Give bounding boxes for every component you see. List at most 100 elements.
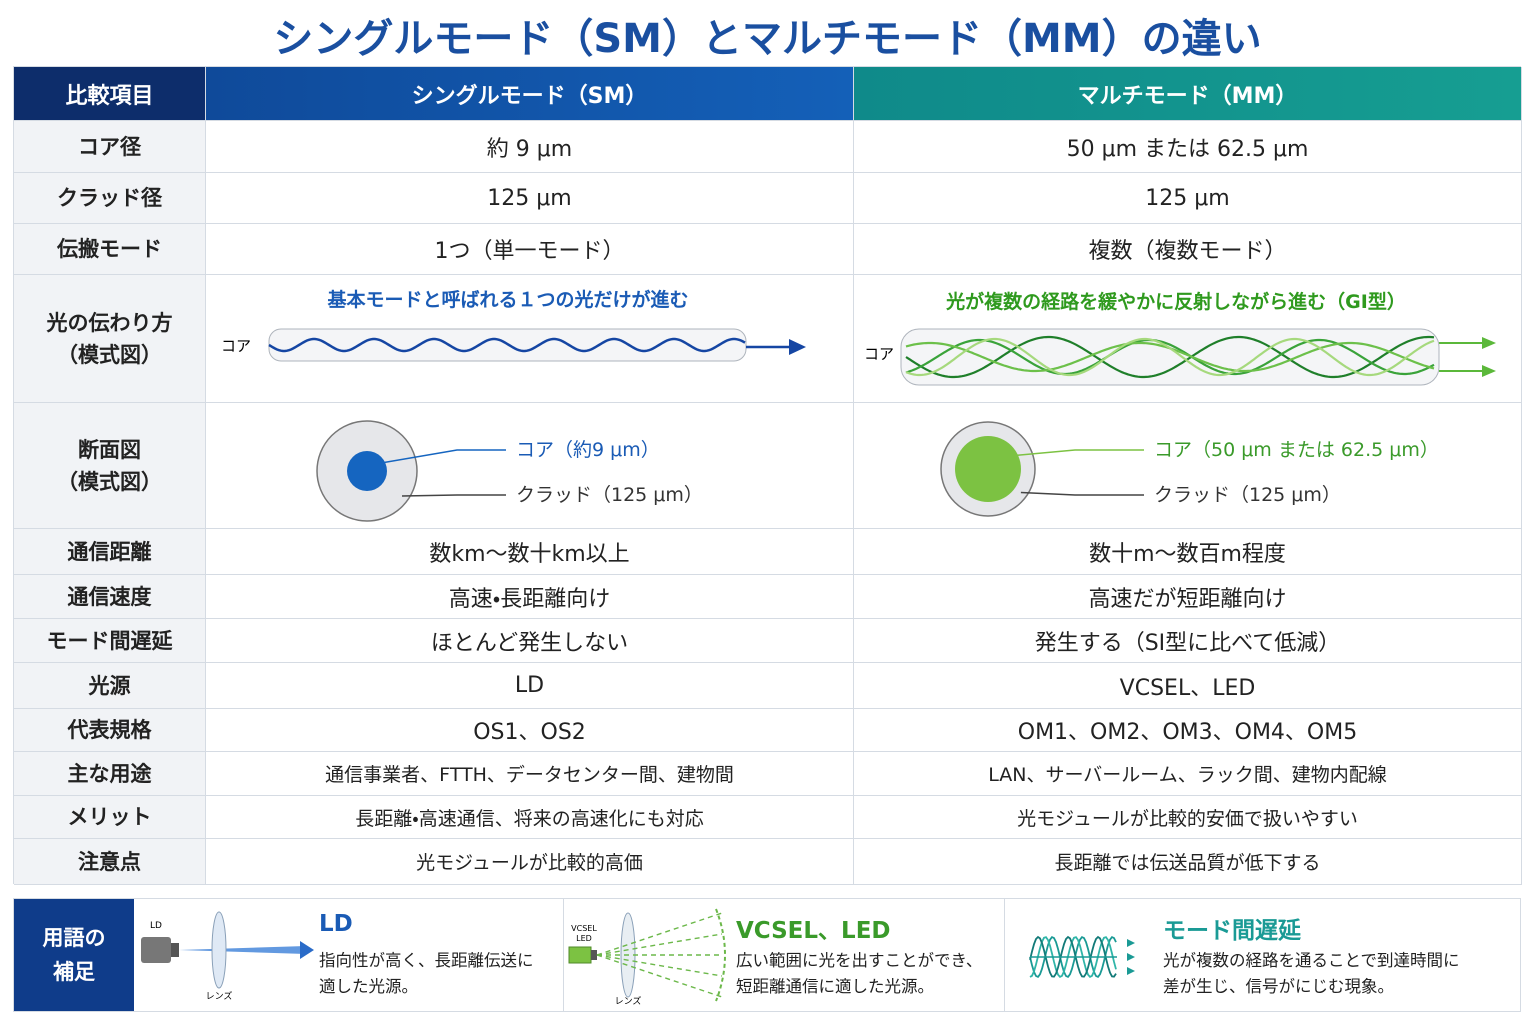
value-text: 長距離では伝送品質が低下する: [1054, 852, 1321, 874]
ray: [596, 912, 723, 956]
arrow-head: [1127, 967, 1135, 975]
value-text: 複数（複数モード）: [1088, 239, 1287, 264]
value-text: 光モジュールが比較的安価で扱いやすい: [1017, 807, 1358, 830]
light-wave: [905, 337, 1435, 377]
value-text: OM1、OM2、OM3、OM4、OM5: [1017, 720, 1358, 745]
glossary-text: 広い範囲に光を出すことができ、: [736, 951, 983, 970]
value-cell: 約 9 μm: [206, 121, 854, 173]
value-cell: OM1、OM2、OM3、OM4、OM5: [854, 709, 1522, 752]
row-label-cell: 光源: [14, 663, 206, 709]
page-title: シングルモード（SM）とマルチモード（MM）の違い: [273, 16, 1262, 62]
arrow-head: [789, 339, 806, 355]
value-text: 1つ（単一モード）: [434, 239, 625, 264]
value-cell: 複数（複数モード）: [854, 224, 1522, 275]
glossary-title-line: 補足: [53, 960, 95, 984]
core-label: コア（約9 μm）: [516, 439, 660, 461]
beam: [179, 946, 306, 954]
light-wave: [268, 337, 746, 353]
signal-wave: [1029, 935, 1117, 978]
row-label: 通信距離: [67, 539, 152, 564]
core-circle: [347, 451, 387, 491]
row-label-cell: 通信距離: [14, 529, 206, 575]
row-label-cell: 注意点: [14, 839, 206, 885]
value-cell: 通信事業者、FTTH、データセンター間、建物間: [206, 752, 854, 796]
value-text: 125 μm: [1145, 185, 1230, 211]
row-label: 注意点: [78, 849, 141, 874]
diagram: コア（約9 μm） クラッド（125 μm）: [316, 420, 703, 522]
value-cell: 125 μm: [206, 173, 854, 224]
row-label-cell: モード間遅延: [14, 619, 206, 663]
arrow-head: [1482, 365, 1496, 377]
row-label-cell: 光の伝わり方 （模式図）: [14, 275, 206, 403]
icon-label: レンズ: [615, 995, 642, 1007]
row-label: （模式図）: [57, 342, 162, 367]
value-cell: 高速・長距離向け: [206, 575, 854, 619]
glossary-title-line: 用語の: [42, 926, 106, 950]
arrow-head: [1127, 939, 1135, 947]
value-text: 長距離・高速通信、将来の高速化にも対応: [355, 807, 704, 830]
row-label-cell: 代表規格: [14, 709, 206, 752]
row-label: （模式図）: [57, 469, 162, 494]
icon-label: レンズ: [206, 990, 233, 1002]
value-cell: 125 μm: [854, 173, 1522, 224]
glossary-heading: モード間遅延: [1163, 918, 1301, 944]
beam-head: [300, 941, 314, 959]
value-text: 高速だが短距離向け: [1088, 586, 1287, 612]
glossary-text: 差が生じ、信号がにじむ現象。: [1163, 977, 1394, 996]
value-text: 125 μm: [487, 185, 572, 211]
ray: [596, 954, 723, 998]
row-label: 断面図: [78, 437, 141, 462]
row-label: 通信速度: [67, 584, 152, 609]
glossary: 用語の 補足 LD 指向性が高く、長距離伝送に 適した光源。 LD レンズ VCSEL、LED…: [13, 898, 1521, 1012]
row-label: メリット: [67, 805, 152, 829]
value-text: LAN、サーバールーム、ラック間、建物内配線: [988, 764, 1387, 786]
value-text: 発生する（SI型に比べて低減）: [1034, 630, 1341, 656]
header-text: マルチモード（MM）: [1077, 83, 1298, 109]
value-text: 約 9 μm: [486, 136, 573, 162]
value-cell: LD: [206, 663, 854, 709]
row-label: 伝搬モード: [57, 237, 162, 261]
value-cell: VCSEL、LED: [854, 663, 1522, 709]
diagram-caption: 基本モードと呼ばれる１つの光だけが進む: [326, 288, 688, 311]
diagram-caption: 光が複数の経路を緩やかに反射しながら進む（GI型）: [945, 290, 1406, 313]
cladding-label: クラッド（125 μm）: [1154, 484, 1341, 506]
glossary-text: 指向性が高く、長距離伝送に: [319, 951, 534, 970]
value-cell: 発生する（SI型に比べて低減）: [854, 619, 1522, 663]
value-text: 光モジュールが比較的高価: [416, 852, 643, 874]
led-device: [568, 946, 592, 964]
core-label: コア: [864, 345, 894, 363]
cladding-label: クラッド（125 μm）: [516, 484, 703, 506]
value-cell: 長距離・高速通信、将来の高速化にも対応: [206, 796, 854, 839]
value-cell: 数km～数十km以上: [206, 529, 854, 575]
value-text: 通信事業者、FTTH、データセンター間、建物間: [325, 764, 734, 786]
row-label-cell: 断面図 （模式図）: [14, 403, 206, 529]
lens: [211, 911, 227, 989]
wavefront: [715, 908, 726, 1002]
ld-device: [141, 937, 171, 963]
value-text: OS1、OS2: [473, 720, 586, 745]
leader-line: [401, 494, 506, 497]
glossary-heading: LD: [319, 911, 353, 937]
value-cell: ほとんど発生しない: [206, 619, 854, 663]
row-label: 光の伝わり方: [46, 310, 173, 335]
glossary-item: VCSEL、LED 広い範囲に光を出すことができ、 短距離通信に適した光源。 VCSE…: [564, 899, 1005, 1011]
value-cell: 光が複数の経路を緩やかに反射しながら進む（GI型） コア: [854, 275, 1522, 403]
value-cell: 光モジュールが比較的高価: [206, 839, 854, 885]
icon-label: LED: [576, 934, 592, 943]
icon-label: LD: [150, 921, 162, 931]
value-cell: OS1、OS2: [206, 709, 854, 752]
arrow-head: [1127, 953, 1135, 961]
value-cell: 1つ（単一モード）: [206, 224, 854, 275]
value-text: 50 μm または 62.5 μm: [1066, 136, 1309, 162]
core-label: コア（50 μm または 62.5 μm）: [1154, 439, 1439, 461]
value-text: 高速・長距離向け: [448, 586, 611, 612]
glossary-item: モード間遅延 光が複数の経路を通ることで到達時間に 差が生じ、信号がにじむ現象。: [1005, 899, 1522, 1011]
leader-line: [380, 449, 506, 464]
row-label: モード間遅延: [46, 628, 173, 653]
row-label-cell: コア径: [14, 121, 206, 173]
value-cell: コア（約9 μm） クラッド（125 μm）: [206, 403, 854, 529]
row-label-cell: 伝搬モード: [14, 224, 206, 275]
